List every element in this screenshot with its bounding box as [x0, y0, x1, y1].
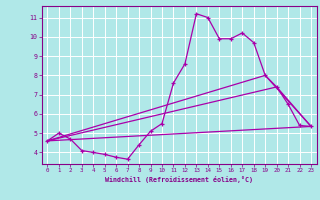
X-axis label: Windchill (Refroidissement éolien,°C): Windchill (Refroidissement éolien,°C): [105, 176, 253, 183]
